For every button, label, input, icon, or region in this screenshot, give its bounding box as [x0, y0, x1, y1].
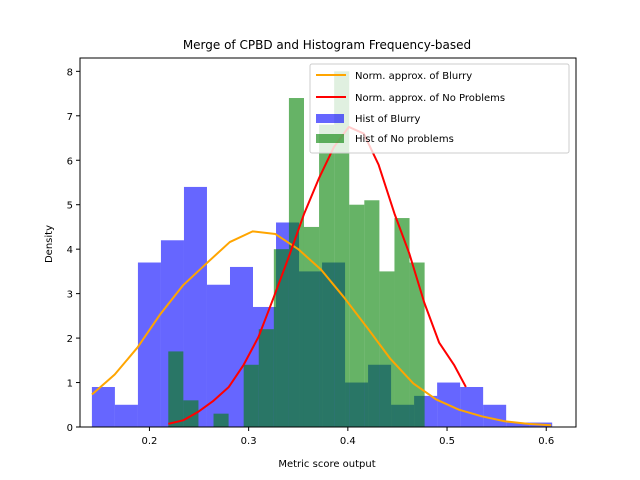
series-line-no-problems: [168, 125, 467, 425]
histogram-bar: [258, 329, 274, 427]
histogram-bar: [379, 271, 395, 427]
histogram-bar: [349, 204, 365, 427]
histogram-bar: [364, 200, 380, 427]
y-tick-label: 2: [67, 334, 73, 345]
histogram-bar: [483, 404, 507, 427]
y-axis-label: Density: [44, 225, 55, 263]
y-tick-label: 7: [67, 112, 73, 123]
x-tick-label: 0.3: [241, 436, 257, 447]
legend-frame: [309, 63, 570, 154]
histogram-bar: [243, 364, 259, 427]
y-tick-label: 4: [67, 245, 73, 256]
histogram-bar: [334, 71, 350, 427]
axes-frame: [79, 57, 577, 428]
legend-swatch-blurry-hist: [316, 114, 344, 123]
histogram-bar: [114, 404, 138, 427]
legend-label-noproblems-line: Norm. approx. of No Problems: [355, 93, 505, 104]
legend: Norm. approx. of Blurry Norm. approx. of…: [309, 63, 570, 154]
histogram-no-problems: [168, 71, 425, 427]
chart-title: Merge of CPBD and Histogram Frequency-ba…: [183, 38, 471, 52]
x-tick-label: 0.6: [538, 436, 554, 447]
x-axis-label: Metric score output: [278, 459, 375, 470]
y-tick-label: 6: [67, 156, 73, 167]
x-tick-label: 0.5: [439, 436, 455, 447]
series-line-blurry: [91, 230, 552, 427]
legend-label-blurry-line: Norm. approx. of Blurry: [355, 71, 472, 82]
histogram-bar: [213, 413, 229, 427]
histogram-bar: [137, 262, 161, 427]
y-tick-label: 1: [67, 379, 73, 390]
x-tick-label: 0.4: [340, 436, 356, 447]
legend-label-blurry-hist: Hist of Blurry: [355, 114, 420, 125]
histogram-bar: [183, 186, 207, 427]
histogram-bar: [288, 98, 304, 427]
histogram-bar: [506, 422, 530, 427]
legend-label-noproblems-hist: Hist of No problems: [355, 134, 454, 145]
histogram-bar: [303, 226, 320, 427]
y-tick-label: 3: [67, 290, 73, 301]
histogram-bar: [183, 400, 199, 427]
histogram-bar: [91, 386, 115, 427]
y-tick-label: 8: [67, 67, 73, 78]
y-tick-label: 5: [67, 201, 73, 212]
histogram-bar: [460, 386, 484, 427]
plot-area: 0.2 0.3 0.4 0.5 0.6 0 1 2 3 4 5 6 7 8: [67, 57, 577, 447]
legend-swatch-noproblems-hist: [316, 134, 344, 143]
histogram-bar: [206, 284, 230, 427]
histogram-bar: [168, 351, 184, 427]
histogram-bar: [273, 249, 289, 427]
x-tick-label: 0.2: [141, 436, 157, 447]
histogram-bar: [409, 262, 425, 427]
y-tick-label: 0: [67, 423, 73, 434]
